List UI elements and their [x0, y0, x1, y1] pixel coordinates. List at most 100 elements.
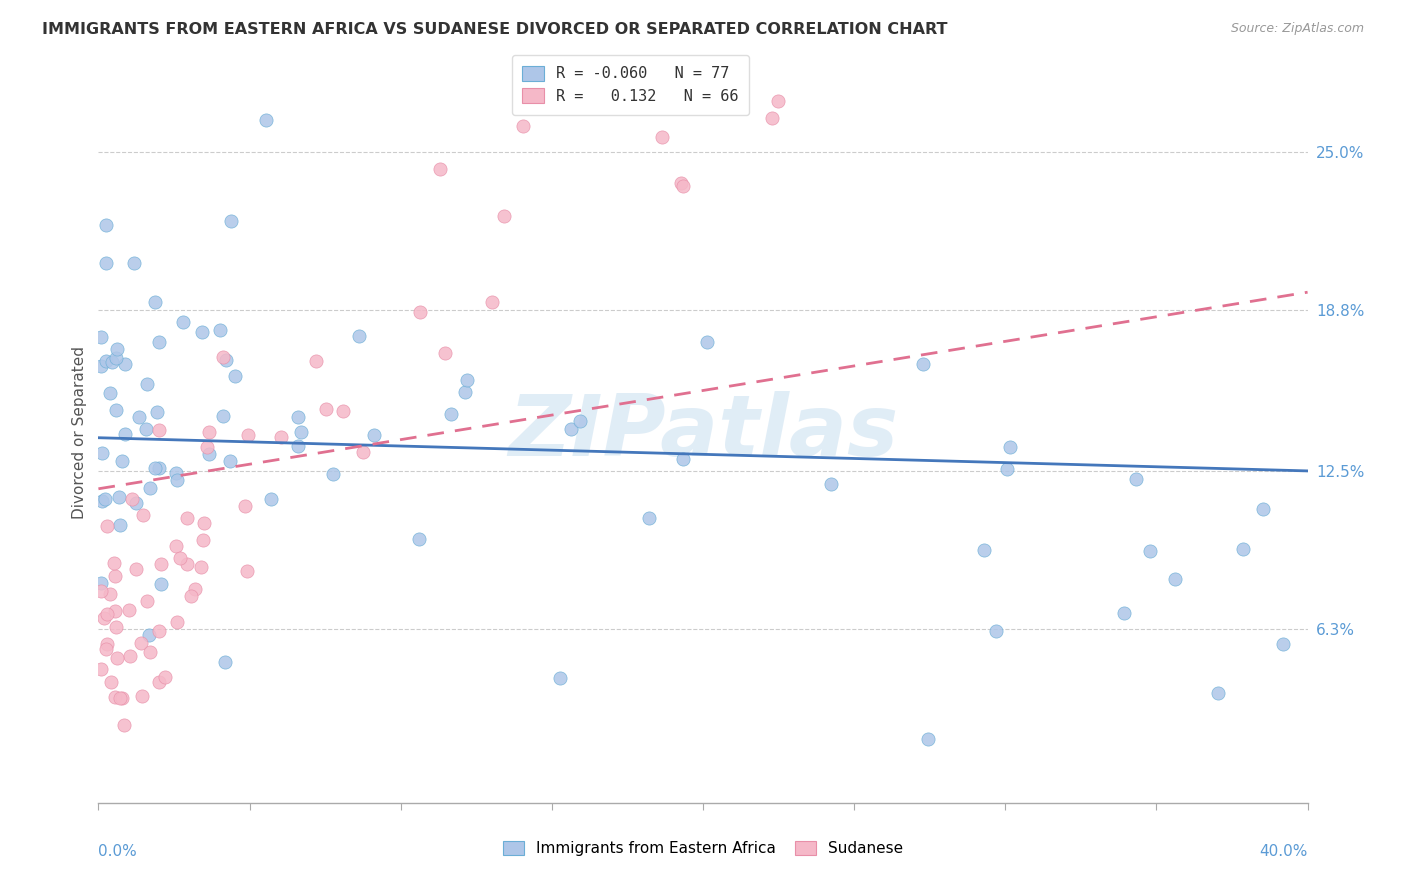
Point [139, 481, 162, 495]
Point [1206, 686, 1229, 700]
Text: Source: ZipAtlas.com: Source: ZipAtlas.com [1230, 22, 1364, 36]
Point [209, 323, 232, 337]
Point [352, 444, 374, 458]
Point [149, 557, 172, 571]
Text: 0.0%: 0.0% [98, 844, 138, 858]
Point [363, 428, 385, 442]
Point [198, 447, 221, 461]
Point [212, 409, 235, 424]
Point [166, 473, 188, 487]
Point [143, 460, 166, 475]
Point [138, 627, 160, 641]
Point [135, 594, 157, 608]
Point [101, 355, 124, 369]
Point [270, 430, 292, 444]
Point [120, 648, 142, 663]
Point [305, 353, 328, 368]
Point [148, 423, 170, 437]
Point [98, 386, 121, 401]
Point [148, 675, 170, 690]
Point [409, 305, 432, 319]
Point [454, 384, 477, 399]
Point [512, 119, 534, 133]
Point [135, 422, 157, 436]
Point [110, 518, 132, 533]
Point [456, 373, 478, 387]
Point [290, 425, 312, 440]
Point [254, 112, 277, 127]
Point [125, 496, 148, 510]
Point [104, 690, 127, 704]
Point [166, 615, 188, 629]
Point [696, 334, 718, 349]
Point [94, 218, 117, 232]
Point [105, 402, 128, 417]
Point [112, 718, 135, 732]
Point [236, 427, 259, 442]
Point [728, 94, 751, 108]
Point [131, 689, 153, 703]
Point [429, 162, 451, 177]
Point [560, 422, 582, 436]
Point [548, 671, 571, 685]
Point [180, 589, 202, 603]
Text: 40.0%: 40.0% [1260, 844, 1308, 858]
Point [1139, 543, 1161, 558]
Point [132, 508, 155, 523]
Point [118, 603, 141, 617]
Point [214, 656, 236, 670]
Point [1271, 637, 1294, 651]
Point [103, 556, 125, 570]
Point [96, 518, 118, 533]
Point [193, 516, 215, 530]
Point [287, 439, 309, 453]
Point [912, 357, 935, 371]
Point [287, 409, 309, 424]
Point [315, 401, 337, 416]
Point [172, 315, 194, 329]
Point [114, 426, 136, 441]
Point [125, 562, 148, 576]
Point [94, 641, 117, 656]
Point [165, 539, 187, 553]
Point [1112, 606, 1135, 620]
Text: ZIPatlas: ZIPatlas [508, 391, 898, 475]
Point [93, 611, 115, 625]
Point [94, 354, 117, 368]
Point [122, 256, 145, 270]
Point [1232, 542, 1254, 557]
Point [761, 112, 783, 126]
Point [322, 467, 344, 481]
Point [104, 604, 127, 618]
Legend: Immigrants from Eastern Africa, Sudanese: Immigrants from Eastern Africa, Sudanese [494, 831, 912, 865]
Point [766, 94, 789, 108]
Point [94, 256, 117, 270]
Point [224, 369, 246, 384]
Point [100, 587, 122, 601]
Point [347, 328, 370, 343]
Point [569, 414, 592, 428]
Point [148, 460, 170, 475]
Point [146, 405, 169, 419]
Point [90, 575, 112, 590]
Point [91, 446, 114, 460]
Point [136, 377, 159, 392]
Point [105, 351, 128, 366]
Point [148, 334, 170, 349]
Point [492, 210, 515, 224]
Point [197, 425, 219, 440]
Point [332, 404, 354, 418]
Point [1164, 572, 1187, 586]
Point [820, 476, 842, 491]
Point [128, 409, 150, 424]
Point [408, 532, 430, 546]
Point [108, 690, 131, 705]
Point [143, 295, 166, 310]
Point [197, 440, 219, 454]
Point [90, 330, 112, 344]
Point [105, 620, 128, 634]
Point [105, 342, 128, 356]
Point [671, 178, 693, 193]
Point [191, 326, 214, 340]
Point [138, 645, 160, 659]
